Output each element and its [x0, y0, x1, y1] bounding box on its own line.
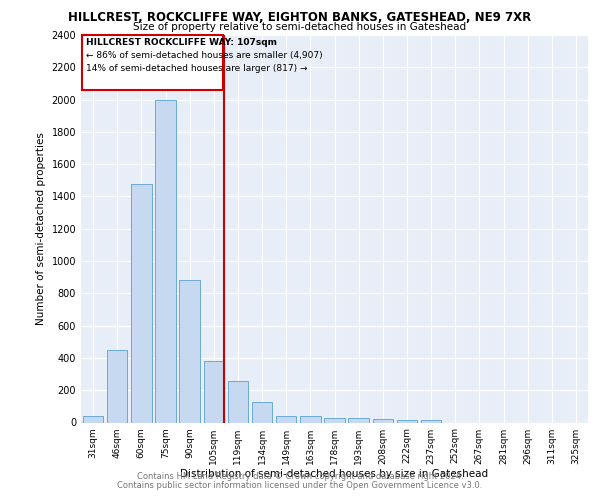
Bar [131, 184, 152, 422]
Bar [179, 280, 200, 422]
Bar [107, 350, 127, 422]
Bar [421, 420, 442, 422]
Bar [324, 418, 345, 422]
Bar [227, 382, 248, 422]
Bar [397, 420, 417, 422]
Text: HILLCREST ROCKCLIFFE WAY: 107sqm: HILLCREST ROCKCLIFFE WAY: 107sqm [86, 38, 277, 47]
Text: Contains HM Land Registry data © Crown copyright and database right 2024.: Contains HM Land Registry data © Crown c… [137, 472, 463, 481]
Text: ← 86% of semi-detached houses are smaller (4,907): ← 86% of semi-detached houses are smalle… [86, 51, 322, 60]
Bar [155, 100, 176, 422]
Text: Contains public sector information licensed under the Open Government Licence v3: Contains public sector information licen… [118, 481, 482, 490]
Text: HILLCREST, ROCKCLIFFE WAY, EIGHTON BANKS, GATESHEAD, NE9 7XR: HILLCREST, ROCKCLIFFE WAY, EIGHTON BANKS… [68, 11, 532, 24]
Bar [373, 420, 393, 422]
Bar [252, 402, 272, 422]
FancyBboxPatch shape [82, 35, 223, 90]
Text: Size of property relative to semi-detached houses in Gateshead: Size of property relative to semi-detach… [133, 22, 467, 32]
X-axis label: Distribution of semi-detached houses by size in Gateshead: Distribution of semi-detached houses by … [181, 470, 488, 480]
Bar [83, 416, 103, 422]
Bar [300, 416, 320, 422]
Bar [276, 416, 296, 422]
Y-axis label: Number of semi-detached properties: Number of semi-detached properties [36, 132, 46, 325]
Text: 14% of semi-detached houses are larger (817) →: 14% of semi-detached houses are larger (… [86, 64, 307, 72]
Bar [349, 418, 369, 422]
Bar [203, 361, 224, 422]
